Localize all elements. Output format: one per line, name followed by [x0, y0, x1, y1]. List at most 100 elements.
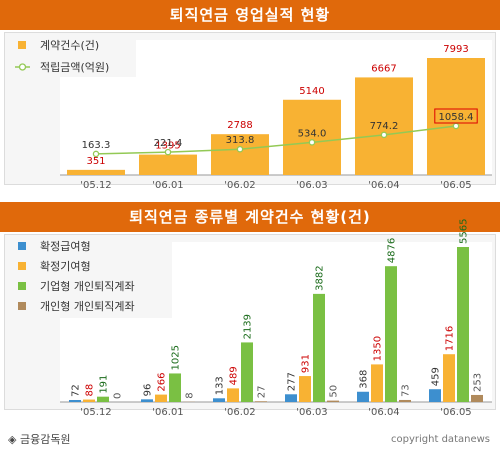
chart1-x-tick: '06.03: [296, 180, 327, 191]
chart2-legend-label: 기업형 개인퇴직계좌: [40, 280, 135, 293]
chart1-line-label: 534.0: [298, 128, 327, 139]
chart2-x-tick: '06.04: [368, 407, 399, 418]
chart1-line-label: 163.3: [82, 140, 111, 151]
chart2-bar: [371, 364, 383, 402]
chart2-x-tick: '06.02: [224, 407, 255, 418]
chart2-bar-label: 266: [157, 372, 168, 391]
chart2-bar-label: 277: [287, 372, 298, 391]
chart2-bar: [443, 354, 455, 402]
chart1-line-point: [236, 145, 244, 153]
chart1-legend-swatch-bar: [18, 41, 26, 49]
chart2-bar-label: 253: [473, 373, 484, 392]
chart2-bar: [299, 376, 311, 402]
chart2-bar-label: 1716: [445, 326, 456, 351]
chart2-x-tick: '06.01: [152, 407, 183, 418]
chart2-bar: [357, 391, 369, 402]
chart1-legend-label: 적립금액(억원): [40, 61, 109, 74]
chart1-line-point: [164, 148, 172, 156]
chart2-bar: [141, 399, 153, 402]
chart2-bar: [69, 399, 81, 402]
chart1-bar-label: 7993: [443, 44, 468, 55]
chart1-legend-label: 계약건수(건): [40, 38, 99, 52]
chart2-bar-label: 8: [185, 392, 196, 398]
chart1-bar: [67, 169, 125, 175]
chart2-legend-label: 개인형 개인퇴직계좌: [40, 300, 135, 313]
chart2-bar: [255, 401, 267, 402]
chart2-bar-label: 27: [257, 386, 268, 399]
chart2-x-tick: '06.05: [440, 407, 471, 418]
chart2-bar-label: 5565: [459, 219, 470, 244]
chart1-line-point: [380, 131, 388, 139]
chart2-bar: [399, 399, 411, 402]
chart1-line-point: [452, 122, 460, 130]
chart1-line-point: [308, 139, 316, 146]
chart2-bar-label: 50: [329, 385, 340, 398]
chart2-bar: [97, 396, 109, 402]
chart1-title: 퇴직연금 영업실적 현황: [0, 0, 500, 30]
chart2-bar-label: 489: [229, 366, 240, 385]
chart2-legend-label: 확정기여형: [40, 260, 91, 273]
chart2-legend-swatch: [18, 262, 26, 270]
chart1-legend-swatch-point: [18, 63, 27, 71]
chart2-bar-label: 1025: [171, 345, 182, 370]
chart1-legend-bg: [12, 37, 136, 77]
chart2-bar: [385, 266, 397, 402]
chart1-bar: [211, 134, 269, 175]
chart2-bar: [457, 247, 469, 402]
chart1-bar: [355, 77, 413, 175]
chart2-bar: [83, 399, 95, 402]
chart1-x-tick: '06.05: [440, 180, 471, 191]
chart2-bar-label: 88: [85, 384, 96, 397]
chart2-bar-label: 368: [359, 370, 370, 389]
chart2-legend-swatch: [18, 302, 26, 310]
chart2-bar-label: 73: [401, 384, 412, 397]
chart2-legend-bg: [12, 238, 172, 318]
chart2-bar-label: 2139: [243, 314, 254, 339]
chart2-bar: [227, 388, 239, 402]
chart2-x-tick: '06.03: [296, 407, 327, 418]
chart1-bar-label: 5140: [299, 86, 324, 97]
chart1-x-tick: '06.02: [224, 180, 255, 191]
chart2-bar: [155, 394, 167, 402]
chart1-x-tick: '06.04: [368, 180, 399, 191]
chart2-bar: [429, 389, 441, 402]
chart1-bar-label: 6667: [371, 63, 396, 74]
chart2-title: 퇴직연금 종류별 계약건수 현황(건): [0, 202, 500, 232]
chart2-bar: [327, 400, 339, 402]
chart2-bar-label: 4876: [387, 238, 398, 263]
chart1-bar-label: 1395: [155, 141, 180, 152]
chart2-bar: [471, 394, 483, 402]
chart1-line-label: 313.8: [226, 135, 255, 146]
chart2-bar-label: 72: [71, 384, 82, 397]
chart1-line-label: 774.2: [370, 121, 399, 132]
chart1-bar-label: 351: [86, 156, 105, 167]
chart2-legend-swatch: [18, 242, 26, 250]
chart2-bar-label: 191: [99, 375, 110, 394]
chart2-bar: [169, 373, 181, 402]
chart2-bar: [313, 293, 325, 402]
chart2-bar-label: 133: [215, 376, 226, 395]
chart1-x-tick: '05.12: [80, 180, 111, 191]
chart2-bar: [213, 398, 225, 402]
chart1-x-tick: '06.01: [152, 180, 183, 191]
source-label: ◈ 금융감독원: [8, 433, 71, 446]
chart2-bar-label: 96: [143, 384, 154, 397]
chart2-bar-label: 3882: [315, 265, 326, 290]
chart2-bar-label: 931: [301, 354, 312, 373]
chart1-bar-label: 2788: [227, 120, 252, 131]
chart2-bar-label: 0: [113, 393, 124, 399]
chart2-bar-label: 1350: [373, 336, 384, 361]
chart1-line-series: [95, 125, 457, 155]
chart1-line-point: [92, 150, 100, 158]
chart1-highlight-box: [434, 108, 478, 124]
chart1-line-label: 221.4: [154, 138, 183, 149]
chart2-bar: [285, 394, 297, 402]
chart1-bar: [283, 99, 341, 175]
chart2-bar-label: 459: [431, 367, 442, 386]
chart2-legend-swatch: [18, 282, 26, 290]
chart1-line-label: 1058.4: [439, 112, 474, 123]
copyright-label: copyright datanews: [391, 434, 490, 445]
chart2-legend-label: 확정급여형: [40, 240, 91, 253]
chart1-bar: [427, 58, 485, 175]
